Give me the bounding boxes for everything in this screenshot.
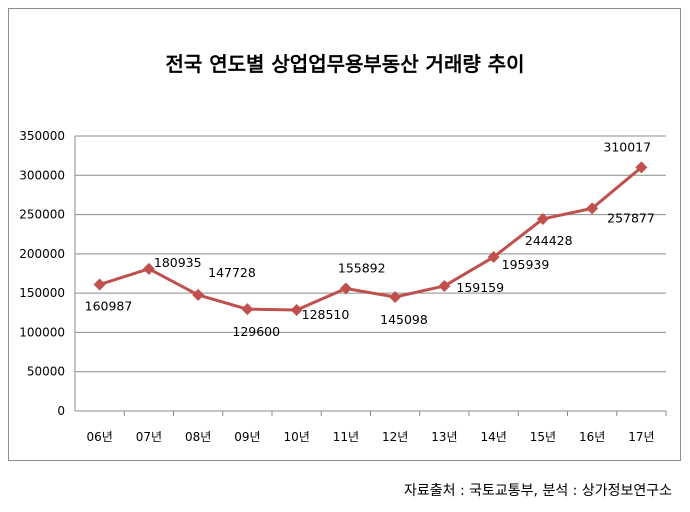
x-tick-label: 13년 — [431, 430, 457, 444]
data-point-marker — [192, 288, 205, 301]
data-label: 128510 — [302, 307, 350, 322]
y-tick-label: 100000 — [19, 325, 65, 339]
data-point-marker — [536, 212, 549, 225]
x-tick-label: 07년 — [136, 430, 162, 444]
x-tick-label: 09년 — [234, 430, 260, 444]
source-note: 자료출처 : 국토교통부, 분석 : 상가정보연구소 — [404, 483, 672, 499]
data-label: 195939 — [502, 257, 550, 272]
data-point-marker — [339, 282, 352, 295]
y-tick-label: 0 — [57, 404, 65, 418]
data-label: 160987 — [85, 299, 133, 314]
data-point-marker — [438, 279, 451, 292]
data-point-marker — [142, 262, 155, 275]
x-tick-label: 14년 — [480, 430, 506, 444]
chart-frame — [8, 8, 681, 461]
x-tick-label: 11년 — [333, 430, 359, 444]
data-point-marker — [487, 251, 500, 264]
y-tick-label: 50000 — [27, 365, 65, 379]
data-point-marker — [290, 304, 303, 317]
y-tick-label: 200000 — [19, 247, 65, 261]
data-label: 310017 — [603, 139, 651, 154]
data-label: 180935 — [154, 255, 202, 270]
data-label: 155892 — [338, 261, 386, 276]
series-line — [99, 166, 643, 312]
x-tick-label: 12년 — [382, 430, 408, 444]
x-tick-label: 15년 — [530, 430, 556, 444]
data-point-marker — [586, 202, 599, 215]
data-point-marker — [389, 290, 402, 303]
data-point-marker — [93, 278, 106, 291]
data-label: 129600 — [232, 324, 280, 339]
x-tick-label: 10년 — [283, 430, 309, 444]
data-label: 244428 — [525, 233, 573, 248]
x-tick-label: 17년 — [628, 430, 654, 444]
y-tick-label: 250000 — [19, 208, 65, 222]
data-label: 257877 — [607, 210, 655, 225]
y-tick-label: 300000 — [19, 168, 65, 182]
x-tick-label: 06년 — [86, 430, 112, 444]
x-tick-label: 08년 — [185, 430, 211, 444]
data-point-marker — [241, 303, 254, 316]
chart-title: 전국 연도별 상업업무용부동산 거래량 추이 — [165, 52, 525, 76]
y-tick-label: 350000 — [19, 129, 65, 143]
data-point-marker — [635, 161, 648, 174]
data-label: 159159 — [456, 280, 504, 295]
y-tick-label: 150000 — [19, 286, 65, 300]
x-tick-label: 16년 — [579, 430, 605, 444]
data-label: 147728 — [208, 265, 256, 280]
data-label: 145098 — [380, 312, 428, 327]
